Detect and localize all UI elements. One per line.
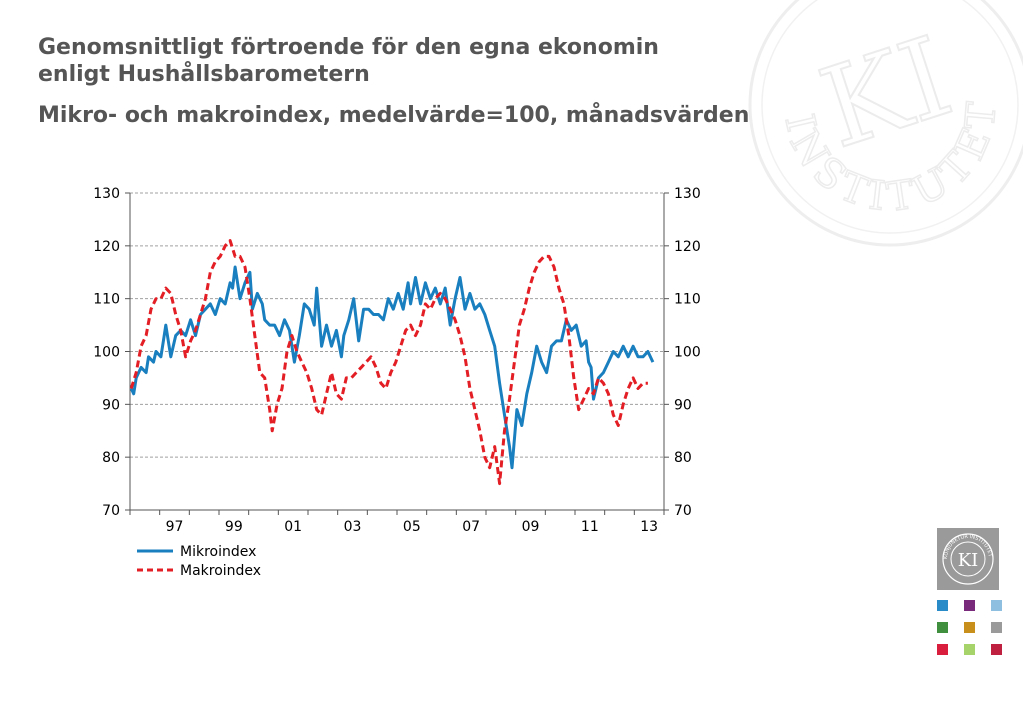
color-tile	[991, 600, 1002, 611]
color-tile	[964, 622, 975, 633]
y-tick-label-right: 80	[674, 450, 692, 466]
y-tick-label-left: 80	[102, 450, 120, 466]
color-tile	[964, 644, 975, 655]
series-lines	[129, 239, 655, 486]
y-tick-label-right: 70	[674, 503, 692, 519]
x-tick-label: 07	[462, 519, 480, 535]
y-tick-label-right: 110	[674, 292, 701, 308]
x-tick-label: 05	[403, 519, 421, 535]
decorative-tiles	[937, 600, 1002, 655]
chart-axes	[125, 192, 669, 515]
ki-watermark-seal-icon: KI INSTITUTET	[748, 0, 1023, 247]
series-line-mikroindex	[129, 265, 655, 470]
series-line-makroindex	[129, 239, 648, 486]
legend-label-makroindex: Makroindex	[180, 563, 261, 579]
grid-lines	[130, 192, 664, 458]
slide-subtitle: Mikro- och makroindex, medelvärde=100, m…	[38, 103, 750, 128]
x-tick-label: 01	[284, 519, 302, 535]
y-tick-label-left: 130	[93, 186, 120, 202]
slide-title: Genomsnittligt förtroende för den egna e…	[38, 35, 659, 87]
color-tile	[937, 622, 948, 633]
y-tick-label-left: 120	[93, 239, 120, 255]
x-tick-label: 09	[522, 519, 540, 535]
color-tile	[991, 644, 1002, 655]
tick-labels: 70 70 80 80 90 90 100 100 110 110 120 120 130 130 97 99…	[93, 186, 700, 535]
y-tick-label-left: 110	[93, 292, 120, 308]
color-tile	[991, 622, 1002, 633]
color-tile	[937, 600, 948, 611]
x-tick-label: 11	[581, 519, 599, 535]
y-tick-label-left: 90	[102, 397, 120, 413]
y-tick-label-right: 100	[674, 345, 701, 361]
color-tile	[964, 600, 975, 611]
chart-legend: Mikroindex Makroindex	[137, 544, 261, 579]
legend-label-mikroindex: Mikroindex	[180, 544, 256, 560]
y-tick-label-left: 70	[102, 503, 120, 519]
color-tile	[937, 644, 948, 655]
y-tick-label-right: 130	[674, 186, 701, 202]
ki-logo-icon: KI KONJUNKTUR INSTITUTET	[937, 528, 999, 590]
logo-text: KI	[958, 550, 979, 571]
x-tick-label: 03	[344, 519, 362, 535]
x-tick-label: 13	[640, 519, 658, 535]
y-tick-label-right: 90	[674, 397, 692, 413]
y-tick-label-left: 100	[93, 345, 120, 361]
x-tick-label: 97	[166, 519, 184, 535]
x-tick-label: 99	[225, 519, 243, 535]
y-tick-label-right: 120	[674, 239, 701, 255]
